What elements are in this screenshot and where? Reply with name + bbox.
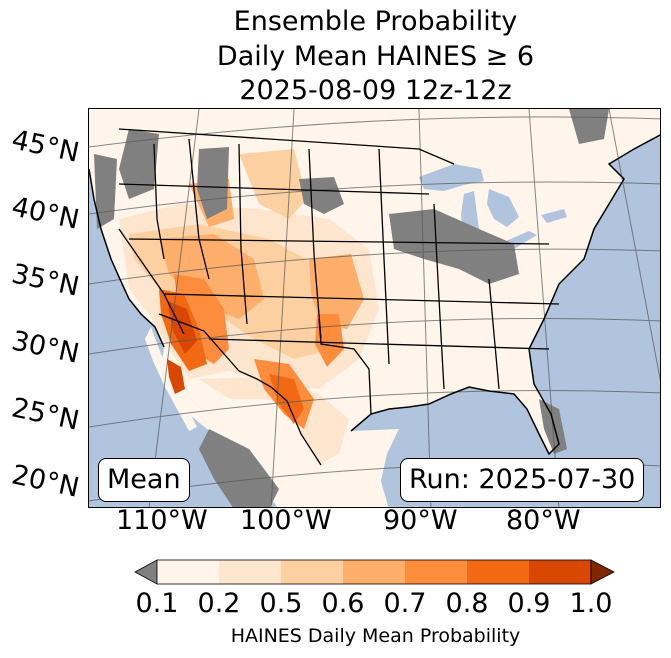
colorbar (134, 559, 615, 585)
lon-label-80: 80°W (506, 505, 581, 536)
stat-label-box: Mean (98, 458, 190, 502)
lon-label-100: 100°W (240, 505, 332, 536)
colorbar-tick-2: 0.5 (259, 588, 303, 619)
coastline-atlantic (528, 134, 660, 350)
lon-line-70 (608, 109, 660, 382)
border-west-1 (153, 143, 165, 260)
prob-region-0.6 (159, 234, 264, 319)
nodata-field (94, 109, 609, 507)
prob-region-0.5-b (239, 149, 307, 219)
colorbar-tick-5: 0.8 (445, 588, 489, 619)
title-line-3: 2025-08-09 12z-12z (239, 75, 512, 106)
lat-line-25 (89, 390, 660, 428)
lat-line-45 (89, 116, 660, 148)
colorbar-over-arrow (590, 559, 615, 585)
border-us-canada (118, 128, 455, 165)
prob-region-0.9-b (167, 359, 185, 394)
colorbar-bin-5 (467, 560, 529, 584)
nodata-midwest (389, 209, 519, 284)
nodata-pacnw (119, 129, 159, 199)
colorbar-under-arrow (134, 559, 158, 585)
title-line-1: Ensemble Probability (233, 6, 518, 37)
border-west-4 (308, 148, 322, 340)
lake-ontario (541, 209, 567, 223)
lon-label-110: 110°W (116, 505, 208, 536)
lat-label-20: 20°N (8, 459, 82, 504)
nodata-mexico (199, 429, 279, 507)
coastline-gulf (350, 348, 560, 456)
border-h-1 (118, 183, 430, 195)
nodata-nevada (94, 154, 117, 229)
lat-line-35 (89, 248, 660, 285)
title-line-2: Daily Mean HAINES ≥ 6 (216, 41, 535, 72)
graticule (89, 109, 660, 507)
colorbar-tick-6: 0.9 (507, 588, 551, 619)
lon-line-100 (270, 109, 295, 507)
map-canvas (89, 109, 660, 507)
nodata-idaho (197, 147, 229, 219)
lat-label-30: 30°N (8, 325, 82, 370)
border-east-1 (488, 278, 500, 390)
lat-line-40 (89, 181, 660, 215)
lake-huron (487, 189, 519, 227)
border-texas (318, 318, 372, 415)
border-mid-2 (433, 203, 445, 390)
border-us-mexico (158, 313, 322, 466)
run-label-box: Run: 2025-07-30 (400, 458, 645, 502)
colorbar-tick-7: 1.0 (569, 588, 613, 619)
colorbar-tick-0: 0.1 (135, 588, 179, 619)
prob-region-0.6-b (309, 254, 364, 329)
border-west-3 (238, 143, 248, 325)
colorbar-outline (156, 559, 592, 585)
border-h-2 (128, 238, 550, 245)
colorbar-tick-3: 0.6 (321, 588, 365, 619)
lat-label-35: 35°N (8, 258, 82, 303)
border-west-2 (188, 138, 210, 280)
colorbar-tick-1: 0.2 (197, 588, 241, 619)
colorbar-bin-0 (157, 560, 219, 584)
lon-line-90 (418, 109, 432, 507)
lat-label-25: 25°N (8, 392, 82, 437)
border-ca-nv (118, 228, 185, 335)
coastline-pacific (89, 168, 165, 348)
lat-label-40: 40°N (8, 191, 82, 236)
border-h-3 (163, 293, 560, 305)
colorbar-label: HAINES Daily Mean Probability (230, 625, 521, 647)
state-borders (118, 128, 560, 466)
colorbar-bin-6 (529, 560, 591, 584)
lon-line-110 (148, 109, 200, 507)
colorbar-bin-4 (405, 560, 467, 584)
lon-label-90: 90°W (383, 505, 458, 536)
colorbar-bin-3 (343, 560, 405, 584)
map-panel (88, 108, 661, 508)
lat-label-45: 45°N (8, 124, 82, 169)
lon-line-80 (528, 109, 560, 507)
border-mid-1 (378, 148, 390, 365)
colorbar-tick-4: 0.7 (383, 588, 427, 619)
border-h-4 (208, 338, 550, 350)
colorbar-bin-2 (281, 560, 343, 584)
colorbar-bin-1 (219, 560, 281, 584)
